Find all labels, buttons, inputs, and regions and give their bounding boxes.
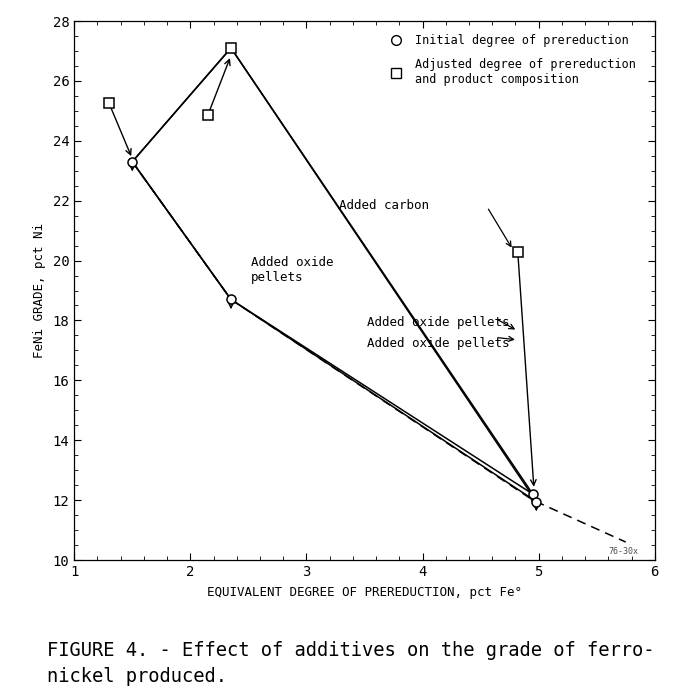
- Text: FIGURE 4. - Effect of additives on the grade of ferro-
nickel produced.: FIGURE 4. - Effect of additives on the g…: [47, 640, 655, 686]
- Text: Added oxide
pellets: Added oxide pellets: [250, 256, 333, 284]
- Text: Added oxide pellets: Added oxide pellets: [367, 316, 510, 329]
- Legend: Initial degree of prereduction, Adjusted degree of prereduction
and product comp: Initial degree of prereduction, Adjusted…: [379, 29, 640, 91]
- Text: 76-30x: 76-30x: [608, 547, 639, 556]
- Y-axis label: FeNi GRADE, pct Ni: FeNi GRADE, pct Ni: [32, 223, 46, 358]
- X-axis label: EQUIVALENT DEGREE OF PREREDUCTION, pct Fe°: EQUIVALENT DEGREE OF PREREDUCTION, pct F…: [207, 586, 522, 598]
- Text: Added oxide pellets: Added oxide pellets: [367, 337, 510, 350]
- Text: Added carbon: Added carbon: [339, 199, 429, 212]
